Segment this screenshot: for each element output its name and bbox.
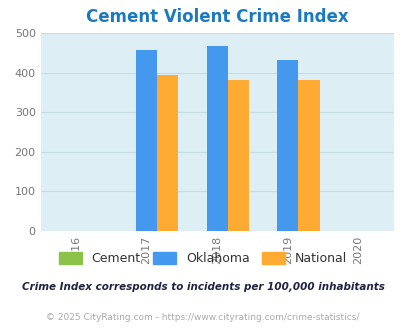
Bar	[206, 46, 227, 231]
Bar	[277, 60, 298, 231]
Legend: Cement, Oklahoma, National: Cement, Oklahoma, National	[54, 247, 351, 270]
Bar	[227, 80, 248, 231]
Text: Crime Index corresponds to incidents per 100,000 inhabitants: Crime Index corresponds to incidents per…	[21, 282, 384, 292]
Text: © 2025 CityRating.com - https://www.cityrating.com/crime-statistics/: © 2025 CityRating.com - https://www.city…	[46, 313, 359, 322]
Title: Cement Violent Crime Index: Cement Violent Crime Index	[86, 8, 347, 26]
Bar	[136, 50, 157, 231]
Bar	[157, 75, 178, 231]
Bar	[298, 80, 319, 231]
